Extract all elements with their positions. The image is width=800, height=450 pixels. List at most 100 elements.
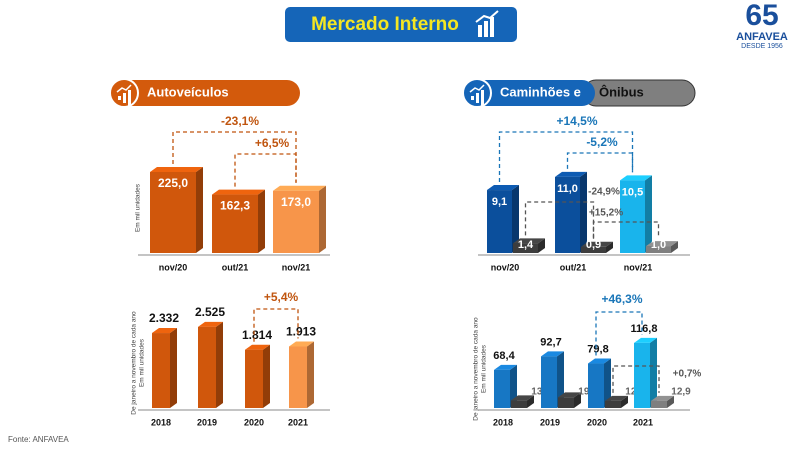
section-icon-bar: [476, 93, 479, 103]
annotation: +6,5%: [255, 136, 290, 150]
value-label: 92,7: [540, 336, 561, 348]
bar: [588, 363, 604, 408]
annotation: +14,5%: [556, 114, 597, 128]
annotation: +15,2%: [589, 208, 623, 219]
bar-top: [581, 241, 613, 247]
x-tick-label: nov/21: [624, 262, 653, 272]
value-label: 2.525: [195, 305, 225, 319]
bar-side: [621, 395, 628, 408]
bar-top: [212, 189, 265, 195]
section-pill: [463, 80, 595, 106]
bar-side: [196, 167, 203, 253]
x-tick-label: nov/20: [159, 262, 188, 272]
x-tick-label: out/21: [222, 262, 249, 272]
x-tick-label: out/21: [560, 262, 587, 272]
value-label: 162,3: [220, 199, 250, 213]
section-icon-bar: [123, 93, 126, 103]
bar-top: [634, 337, 657, 343]
logo-since: DESDE 1956: [741, 43, 783, 50]
bar: [245, 349, 263, 408]
x-tick-label: 2018: [493, 417, 513, 427]
section-title: Autoveículos: [147, 84, 229, 99]
section-icon-line: [469, 84, 485, 93]
bar-top: [620, 175, 652, 181]
header-box: [285, 7, 517, 42]
bar-side: [263, 344, 270, 408]
bar-top: [558, 392, 581, 398]
bar: [511, 400, 527, 408]
bar: [620, 180, 645, 253]
bar: [494, 369, 510, 408]
bar: [646, 246, 671, 253]
bar-top: [511, 395, 534, 401]
value-label: 68,4: [493, 350, 515, 362]
annotation-bracket: [498, 131, 634, 183]
bar-side: [510, 364, 517, 408]
bar: [581, 246, 606, 253]
bar: [634, 342, 650, 408]
bar-top: [605, 395, 628, 401]
header-icon: [475, 10, 499, 37]
bar: [273, 190, 319, 253]
bar-side: [604, 358, 611, 408]
section-title: Ônibus: [599, 84, 644, 99]
bar-top: [487, 185, 519, 191]
y-axis-label: De janeiro a novembro de cada ano: [131, 311, 138, 415]
bar-side: [650, 337, 657, 408]
bar-top: [150, 167, 203, 172]
value-label: 1,0: [651, 239, 666, 251]
annotation-bracket: [253, 308, 299, 342]
bar-side: [170, 328, 177, 408]
bar-side: [574, 392, 581, 408]
bar-top: [651, 395, 674, 401]
value-label: 225,0: [158, 176, 188, 190]
bar-side: [667, 395, 674, 408]
logo-name: ANFAVEA: [736, 31, 788, 43]
value-label: 2.332: [149, 311, 179, 325]
y-axis-label: Em mil unidades: [135, 183, 142, 232]
bar: [558, 397, 574, 408]
annotation: +5,4%: [264, 290, 299, 304]
annotation: +0,7%: [673, 369, 702, 380]
bar-top: [152, 328, 177, 334]
source-note: Fonte: ANFAVEA: [8, 435, 69, 444]
x-tick-label: 2019: [197, 417, 217, 427]
x-tick-label: nov/20: [491, 262, 520, 272]
bar-top: [494, 364, 517, 370]
x-tick-label: 2021: [633, 417, 653, 427]
x-tick-label: 2018: [151, 417, 171, 427]
section-pill: [110, 80, 300, 106]
bar-side: [512, 185, 519, 253]
bar: [605, 400, 621, 408]
bar-top: [646, 241, 678, 247]
bar-side: [307, 341, 314, 408]
header-title: Mercado Interno: [311, 14, 459, 35]
bar-top: [198, 321, 223, 327]
y-axis-label: De janeiro a novembro de cada ano: [473, 317, 480, 421]
y-axis-label: Em mil unidades: [139, 338, 146, 387]
bar: [651, 400, 667, 408]
annotation: -5,2%: [586, 135, 618, 149]
bar-top: [245, 344, 270, 350]
value-label: 12,9: [671, 387, 691, 398]
bar-side: [645, 175, 652, 253]
bar-top: [273, 185, 326, 191]
bar: [541, 356, 557, 408]
bar: [289, 346, 307, 408]
section-icon-bar: [481, 90, 484, 106]
value-label: 173,0: [281, 195, 311, 209]
bar-top: [555, 171, 587, 177]
annotation-bracket: [595, 311, 643, 356]
bar-top: [541, 351, 564, 357]
value-label: 1.913: [286, 325, 316, 339]
section-icon-line: [116, 84, 132, 93]
value-label: 79,8: [587, 343, 608, 355]
annotation-bracket: [612, 365, 660, 393]
bar: [513, 243, 538, 253]
bar-side: [216, 321, 223, 408]
value-label: 11,0: [557, 183, 578, 195]
value-label: 1.814: [242, 328, 272, 342]
section-icon-bar: [128, 90, 131, 106]
